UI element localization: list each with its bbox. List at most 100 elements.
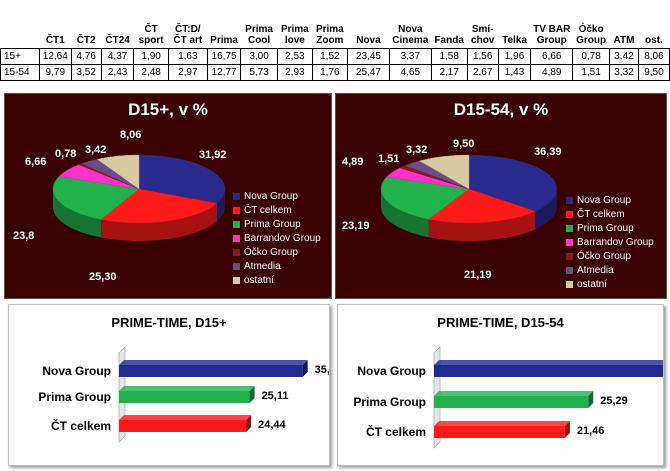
legend-item: Nova Group bbox=[233, 190, 321, 204]
pie-slice bbox=[428, 188, 537, 224]
column-header: ATM bbox=[613, 35, 635, 46]
legend-label: Prima Group bbox=[577, 223, 634, 234]
table-cell: 5,73 bbox=[240, 64, 278, 81]
legend-label: Atmedia bbox=[244, 261, 281, 272]
column-header: ČT:D/ ČT art bbox=[173, 24, 203, 46]
column-header: Óčko Group bbox=[576, 24, 607, 46]
legend-item: Nova Group bbox=[566, 194, 654, 208]
bar-panel-d15-54: PRIME-TIME, D15-54 Nova Group38,08Prima … bbox=[337, 304, 664, 466]
table-cell: 1,43 bbox=[497, 64, 532, 81]
category-label: Prima Group bbox=[38, 390, 111, 404]
legend-swatch bbox=[566, 196, 573, 204]
legend-item: Prima Group bbox=[233, 218, 321, 232]
share-table: ČT1 ČT2 ČT24 ČT sport ČT:D/ ČT art Prima Prima… bbox=[0, 0, 670, 81]
legend-swatch bbox=[233, 192, 240, 200]
pie-chart-d15-54 bbox=[380, 154, 558, 241]
legend-label: Óčko Group bbox=[577, 251, 631, 262]
value-label: 35,32 bbox=[315, 364, 329, 376]
legend-swatch bbox=[566, 224, 573, 232]
pie-slice bbox=[468, 154, 558, 212]
legend-label: Atmedia bbox=[577, 265, 614, 276]
legend-item: Atmedia bbox=[233, 260, 321, 274]
table-cell: 3,52 bbox=[70, 64, 102, 81]
category-label: ČT celkem bbox=[366, 424, 426, 439]
pie-value-label: 4,89 bbox=[342, 156, 364, 168]
table-cell: 3,37 bbox=[389, 48, 432, 65]
legend-swatch bbox=[566, 280, 573, 288]
bar bbox=[119, 386, 255, 403]
legend-label: Prima Group bbox=[244, 219, 301, 230]
table-cell: 3,00 bbox=[240, 48, 278, 65]
legend-label: Nova Group bbox=[244, 191, 298, 202]
pie-value-label: 23,19 bbox=[342, 220, 370, 232]
table-cell: 4,76 bbox=[70, 48, 102, 65]
pie-value-label: 6,66 bbox=[25, 156, 47, 168]
table-cell: 2,53 bbox=[276, 48, 313, 65]
pie-panel-d15-54: D15-54, v % Nova Group ČT celkem Prima Gro… bbox=[335, 93, 667, 299]
pie-value-label: 0,78 bbox=[55, 148, 77, 160]
pie-value-label: 25,30 bbox=[89, 271, 117, 283]
table-row: 15+ 12,64 4,76 4,37 1,90 1,63 16,75 3,00 2,53 1,5… bbox=[0, 48, 670, 65]
pie-slice bbox=[52, 176, 140, 220]
column-header: Prima Zoom bbox=[315, 24, 344, 46]
pie-value-label: 36,39 bbox=[534, 146, 562, 158]
column-header: ČT2 bbox=[76, 35, 96, 46]
pie-slice bbox=[138, 154, 226, 204]
legend-swatch bbox=[233, 276, 240, 284]
legend-swatch bbox=[233, 262, 240, 270]
table-cell: 8,06 bbox=[637, 48, 670, 65]
column-header: TV BAR Group bbox=[533, 24, 571, 46]
table-cell: 4,89 bbox=[530, 64, 574, 81]
pie-title: D15+, v % bbox=[128, 100, 208, 119]
table-cell: 3,32 bbox=[609, 64, 639, 81]
pie-slice bbox=[418, 154, 470, 190]
table-cell: 25,47 bbox=[346, 64, 391, 81]
table-cell: 1,96 bbox=[497, 48, 532, 65]
table-cell: 9,79 bbox=[39, 64, 72, 81]
column-header: Smí-chov bbox=[471, 24, 495, 46]
row-label: 15+ bbox=[0, 48, 41, 65]
pie-slice-side bbox=[216, 189, 225, 222]
pie-legend: Nova Group ČT celkem Prima Group Barrandov … bbox=[566, 194, 654, 292]
table-cell: 16,75 bbox=[206, 48, 242, 65]
bar-title: PRIME-TIME, D15+ bbox=[111, 315, 227, 330]
table-cell: 1,63 bbox=[167, 48, 208, 65]
table-cell: 6,66 bbox=[530, 48, 574, 65]
column-header: Nova bbox=[356, 35, 381, 46]
table-cell: 1,90 bbox=[133, 48, 169, 65]
table-cell: 9,50 bbox=[637, 64, 670, 81]
legend-swatch bbox=[233, 220, 240, 228]
table-cell: 2,93 bbox=[276, 64, 313, 81]
legend-item: ostatní bbox=[233, 274, 321, 288]
bar-title: PRIME-TIME, D15-54 bbox=[437, 315, 564, 330]
pie-value-label: 1,51 bbox=[378, 153, 400, 165]
pie-slice bbox=[380, 176, 470, 220]
category-label: Nova Group bbox=[357, 364, 426, 378]
legend-label: Óčko Group bbox=[244, 247, 298, 258]
legend-swatch bbox=[566, 266, 573, 274]
legend-swatch bbox=[566, 252, 573, 260]
table-cell: 4,65 bbox=[389, 64, 432, 81]
category-label: ČT celkem bbox=[51, 418, 111, 433]
column-header: Telka bbox=[502, 35, 527, 46]
legend-label: Barrandov Group bbox=[577, 237, 654, 248]
pie-slice-side bbox=[428, 211, 536, 241]
column-header: ČT sport bbox=[138, 24, 164, 46]
column-header: Nova Cinema bbox=[392, 24, 429, 46]
pie-slice-side bbox=[535, 189, 557, 230]
bar bbox=[434, 421, 570, 438]
pie-value-label: 9,50 bbox=[453, 138, 475, 150]
table-cell: 4,37 bbox=[100, 48, 135, 65]
table-cell: 3,42 bbox=[609, 48, 639, 65]
legend-label: ostatní bbox=[577, 279, 608, 290]
table-cell: 2,43 bbox=[100, 64, 135, 81]
legend-item: ostatní bbox=[566, 278, 654, 292]
legend-label: Nova Group bbox=[577, 195, 631, 206]
legend-swatch bbox=[566, 210, 573, 218]
table-cell: 12,77 bbox=[206, 64, 242, 81]
value-label: 25,11 bbox=[262, 390, 289, 402]
table-cell: 2,67 bbox=[466, 64, 499, 81]
bar-chart-d15plus: Nova Group 35,32 Prima Group 25,11 ČT celkem… bbox=[38, 346, 329, 443]
legend-swatch bbox=[233, 206, 240, 214]
